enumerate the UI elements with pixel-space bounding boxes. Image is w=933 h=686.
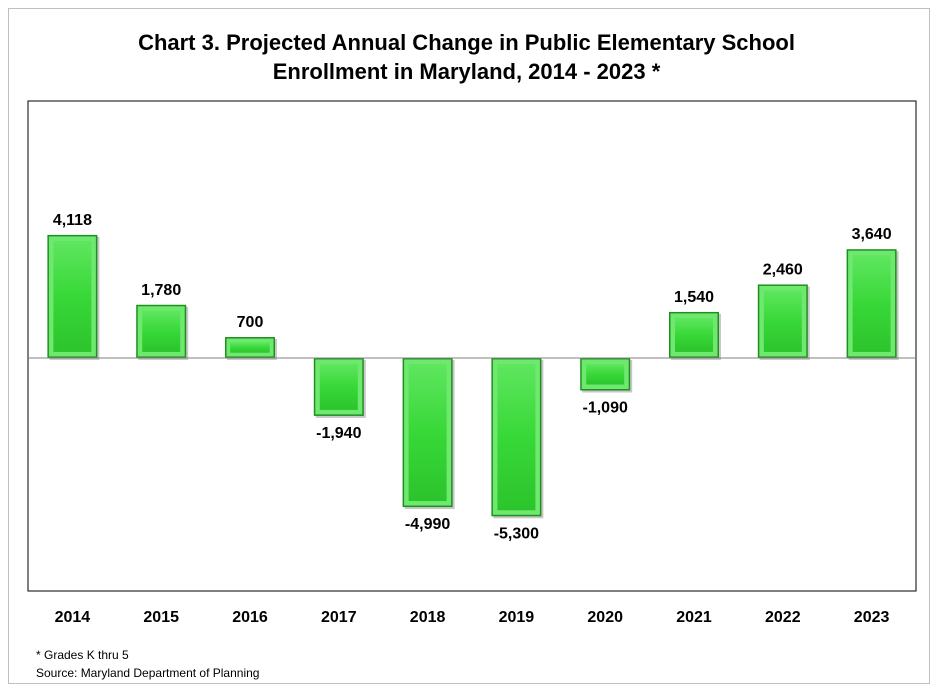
- x-tick-2016: 2016: [232, 609, 268, 626]
- bar-face: [230, 342, 270, 353]
- x-axis-tick-labels: 2014 2015 2016 2017 2018 2019 2020 2021 2022 2023: [55, 609, 890, 626]
- bar-face: [53, 240, 92, 352]
- x-tick-2018: 2018: [410, 609, 446, 626]
- bar-face: [586, 363, 625, 385]
- x-tick-2014: 2014: [55, 609, 91, 626]
- bar-face: [497, 363, 536, 511]
- bar-face: [408, 363, 447, 502]
- grades-footnote: * Grades K thru 5: [36, 648, 129, 662]
- bar-face: [675, 317, 713, 352]
- data-label-2016: 700: [237, 314, 264, 331]
- bar-2019: [491, 357, 544, 519]
- bars-layer: [47, 234, 899, 519]
- x-tick-2022: 2022: [765, 609, 801, 626]
- bar-face: [763, 290, 802, 352]
- x-tick-2015: 2015: [143, 609, 179, 626]
- bar-2020: [580, 357, 633, 393]
- data-label-2018: -4,990: [405, 516, 450, 533]
- data-labels-layer: 4,118 1,780 700 -1,940 -4,990 -5,300 -1,090 1,5…: [53, 212, 892, 542]
- data-label-2017: -1,940: [316, 425, 361, 442]
- data-label-2021: 1,540: [674, 289, 714, 306]
- data-label-2015: 1,780: [141, 282, 181, 299]
- chart-title-line-2: Enrollment in Maryland, 2014 - 2023 *: [272, 59, 661, 84]
- bar-2022: [757, 284, 810, 360]
- bar-face: [852, 255, 891, 352]
- data-label-2019: -5,300: [494, 525, 539, 542]
- data-label-2020: -1,090: [583, 400, 628, 417]
- bar-2021: [669, 311, 721, 360]
- x-tick-2021: 2021: [676, 609, 712, 626]
- bar-face: [319, 363, 358, 410]
- bar-face: [142, 310, 181, 352]
- x-tick-2023: 2023: [854, 609, 890, 626]
- bar-2023: [846, 249, 899, 360]
- bar-2018: [402, 357, 455, 510]
- bar-2015: [136, 304, 189, 360]
- data-label-2023: 3,640: [852, 226, 892, 243]
- x-tick-2020: 2020: [587, 609, 623, 626]
- data-label-2014: 4,118: [53, 212, 92, 229]
- chart-title: Chart 3. Projected Annual Change in Publ…: [0, 28, 933, 86]
- data-label-2022: 2,460: [763, 261, 803, 278]
- source-footnote: Source: Maryland Department of Planning: [36, 666, 260, 680]
- bar-2014: [47, 234, 100, 360]
- x-tick-2019: 2019: [499, 609, 535, 626]
- bar-2016: [225, 337, 277, 360]
- chart-frame: [8, 8, 930, 684]
- bar-2017: [313, 357, 366, 418]
- x-tick-2017: 2017: [321, 609, 357, 626]
- chart-title-line-1: Chart 3. Projected Annual Change in Publ…: [138, 30, 795, 55]
